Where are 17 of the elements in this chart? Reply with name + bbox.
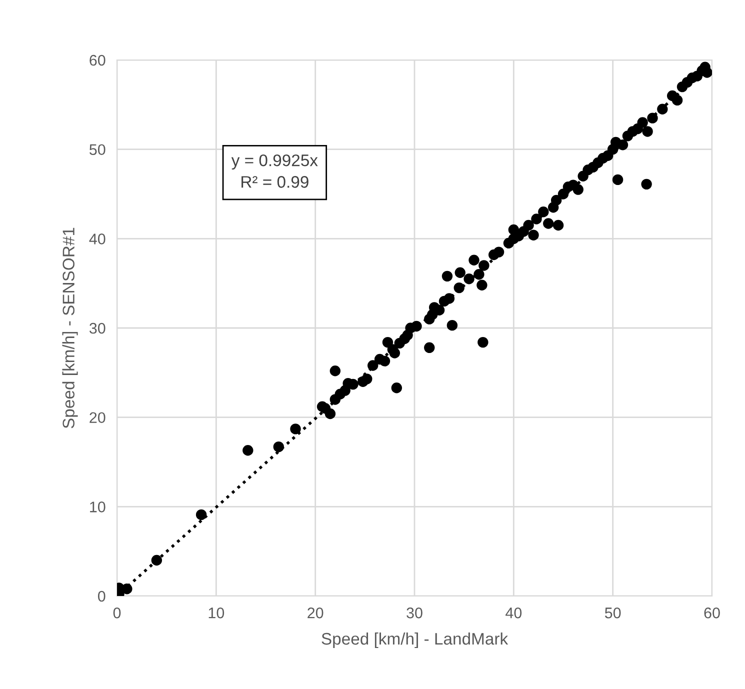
y-tick-label: 20: [90, 412, 106, 424]
x-tick-label: 50: [604, 608, 621, 618]
annotation: y = 0.9925x R² = 0.99: [231, 154, 318, 188]
y-tick-label: 40: [89, 234, 106, 244]
x-tick-label: 40: [506, 608, 522, 618]
x-tick-label: 30: [406, 608, 422, 618]
x-tick-label: 0: [113, 608, 121, 618]
y-tick-label: 0: [98, 590, 106, 602]
y-axis-title: Speed [km/h] - SENSOR#1: [62, 228, 78, 428]
y-tick-label: 30: [89, 322, 106, 334]
y-tick-label: 60: [90, 54, 106, 66]
y-tick-label: 50: [90, 144, 106, 156]
y-tick-label: 10: [90, 502, 106, 512]
x-tick-label: 20: [308, 608, 324, 618]
x-tick-label: 60: [704, 608, 720, 618]
x-axis-title: Speed [km/h] - LandMark: [322, 632, 508, 648]
x-tick-label: 10: [208, 608, 224, 618]
